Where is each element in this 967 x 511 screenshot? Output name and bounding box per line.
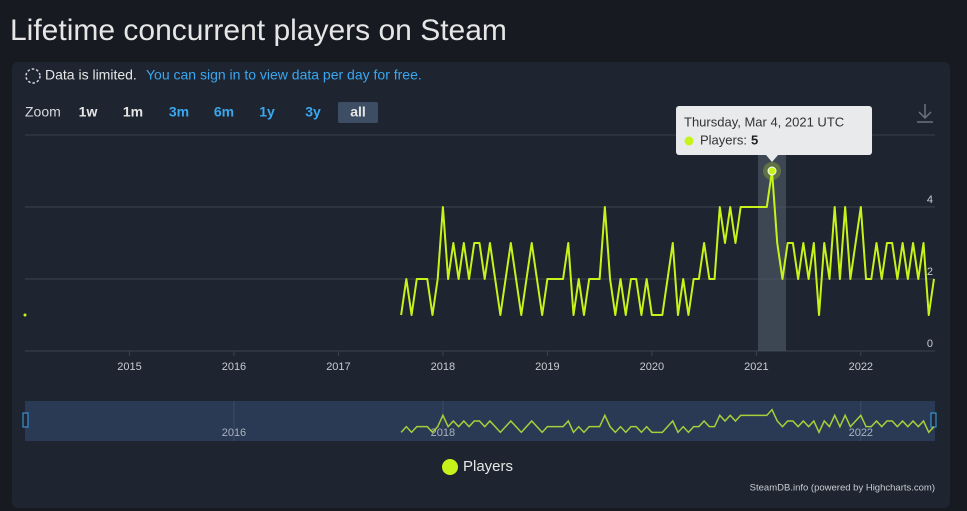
legend-swatch[interactable] bbox=[442, 459, 458, 475]
sign-in-link[interactable]: You can sign in to view data per day for… bbox=[146, 67, 422, 83]
x-tick-label: 2020 bbox=[640, 361, 664, 373]
zoom-buttons: 1w 1m 3m 6m 1y 3y all bbox=[79, 102, 378, 123]
series-line bbox=[400, 170, 935, 316]
credits: SteamDB.info (powered by Highcharts.com) bbox=[750, 483, 935, 494]
zoom-button[interactable]: 6m bbox=[214, 104, 234, 120]
navigator-tick-label: 2016 bbox=[222, 427, 246, 439]
zoom-selected[interactable] bbox=[338, 102, 378, 123]
zoom-button[interactable]: 1w bbox=[79, 104, 98, 120]
navigator-handle[interactable] bbox=[22, 412, 29, 428]
zoom-button[interactable]: all bbox=[350, 104, 366, 120]
tooltip-box bbox=[676, 106, 873, 155]
download-icon[interactable] bbox=[917, 104, 933, 123]
zoom-button[interactable]: 1y bbox=[259, 104, 275, 120]
zoom-button[interactable]: 3m bbox=[169, 104, 189, 120]
navigator-handle[interactable] bbox=[930, 412, 937, 428]
tooltip-pointer bbox=[766, 155, 779, 162]
line-point bbox=[23, 313, 27, 317]
navigator-tick-label: 2022 bbox=[849, 427, 873, 439]
x-tick-label: 2019 bbox=[535, 361, 559, 373]
y-tick-label: 4 bbox=[927, 194, 933, 206]
x-tick-label: 2021 bbox=[744, 361, 768, 373]
zoom-button[interactable]: 1m bbox=[123, 104, 143, 120]
panel bbox=[12, 62, 950, 508]
y-tick-label: 2 bbox=[927, 266, 933, 278]
tooltip-title: Thursday, Mar 4, 2021 UTC bbox=[684, 114, 844, 129]
zoom-label: Zoom bbox=[25, 104, 61, 120]
x-tick-label: 2018 bbox=[431, 361, 455, 373]
x-tick-label: 2017 bbox=[326, 361, 350, 373]
y-tick-label: 0 bbox=[927, 338, 933, 350]
legend-label[interactable]: Players bbox=[463, 458, 513, 475]
tooltip-value: 5 bbox=[751, 132, 758, 147]
x-tick-label: 2015 bbox=[117, 361, 141, 373]
limited-icon bbox=[25, 68, 41, 84]
zoom-button[interactable]: 3y bbox=[305, 104, 321, 120]
navigator-tick-label: 2018 bbox=[431, 427, 455, 439]
hover-point bbox=[767, 166, 777, 176]
x-tick-label: 2016 bbox=[222, 361, 246, 373]
tooltip-label: Players: bbox=[700, 132, 747, 147]
navigator-line bbox=[400, 408, 935, 435]
notice-text: Data is limited. bbox=[45, 67, 137, 83]
tooltip-swatch bbox=[684, 136, 694, 146]
x-tick-label: 2022 bbox=[849, 361, 873, 373]
page-title: Lifetime concurrent players on Steam bbox=[10, 14, 507, 47]
